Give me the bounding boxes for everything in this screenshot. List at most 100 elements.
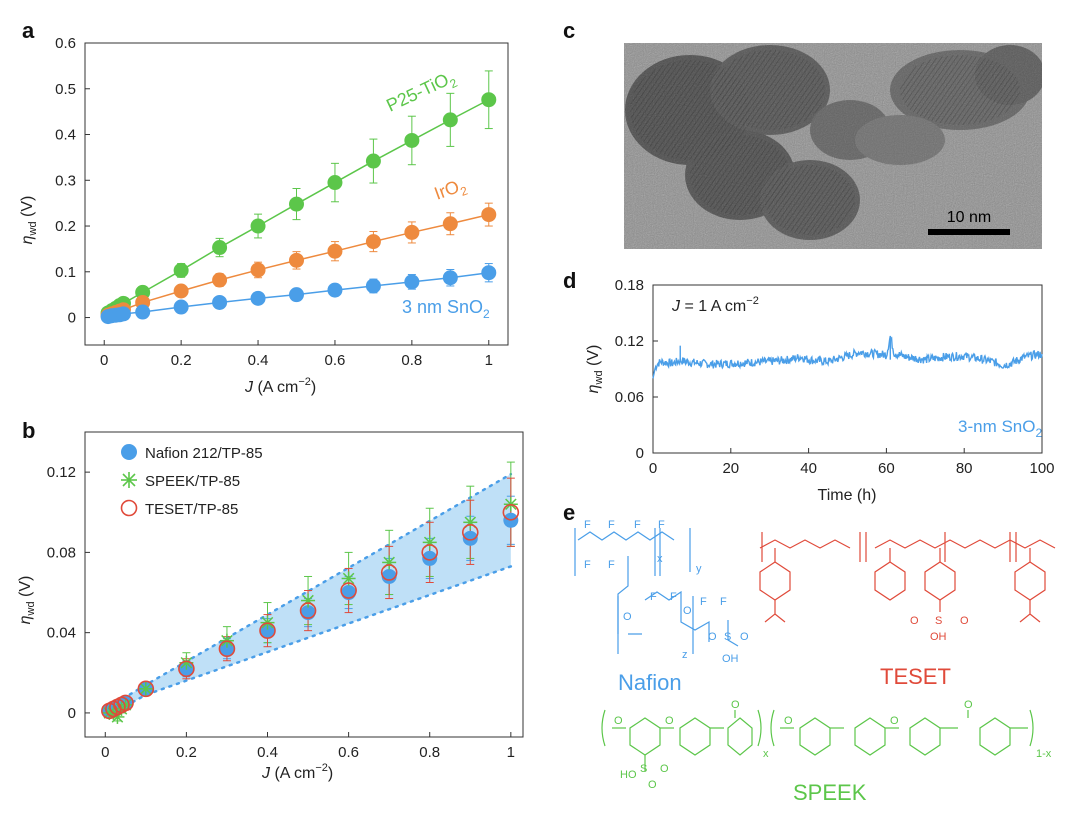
chart-d: 0 20 40 60 80 100 00.060.120.18 J = 1 A cm−2 … xyxy=(585,277,1055,504)
legend-marker-speek xyxy=(121,472,137,488)
x-tick-label: 0.4 xyxy=(257,744,278,761)
y-tick-label: 0.06 xyxy=(615,389,644,406)
y-tick-label: 0.04 xyxy=(47,625,76,642)
data-point xyxy=(365,278,381,294)
chart-d-annotation: J = 1 A cm−2 xyxy=(671,295,759,315)
panel-label-e: e xyxy=(563,500,575,525)
data-point xyxy=(299,602,317,619)
structure-nafion xyxy=(574,528,739,654)
svg-text:F: F xyxy=(608,559,615,571)
svg-text:F: F xyxy=(608,519,615,531)
data-point xyxy=(327,175,343,191)
data-point xyxy=(212,240,228,256)
data-point xyxy=(173,262,189,278)
chart-a-yticks: 0 0.1 0.2 0.3 0.4 0.5 0.6 xyxy=(55,35,90,327)
chart-d-frame xyxy=(652,284,1043,454)
svg-text:O: O xyxy=(960,615,969,627)
y-tick-label: 0.2 xyxy=(55,218,76,235)
svg-text:x: x xyxy=(657,553,663,565)
data-point xyxy=(250,262,266,278)
data-point-stroke xyxy=(180,656,193,669)
structure-speek xyxy=(601,709,1034,771)
svg-text:S: S xyxy=(640,763,647,775)
y-tick-label: 0.4 xyxy=(55,127,76,144)
y-tick-label: 0.12 xyxy=(615,333,644,350)
svg-text:O: O xyxy=(648,779,657,791)
svg-text:S: S xyxy=(724,631,731,643)
chart-a-marks xyxy=(100,70,497,325)
x-tick-label: 20 xyxy=(722,460,739,477)
data-point xyxy=(381,568,397,584)
chart-a-ylabel: ηwd (V) xyxy=(19,196,39,245)
chart-b: 0 0.2 0.4 0.6 0.8 1 0 0.04 0.08 0.12 Nafion 212/… xyxy=(17,431,524,782)
data-point xyxy=(115,306,131,322)
data-point xyxy=(178,660,195,678)
y-tick-label: 0.5 xyxy=(55,81,76,98)
svg-text:S: S xyxy=(935,615,942,627)
x-tick-label: 1 xyxy=(485,352,493,369)
svg-text:O: O xyxy=(910,615,919,627)
data-point xyxy=(137,680,155,698)
series-label-sno2: 3 nm SnO2 xyxy=(402,297,490,321)
y-tick-label: 0.18 xyxy=(615,277,644,294)
data-point xyxy=(404,224,420,240)
y-tick-label: 0.12 xyxy=(47,464,76,481)
chart-d-xticks: 0 20 40 60 80 100 xyxy=(649,448,1055,477)
svg-text:O: O xyxy=(623,611,632,623)
data-point xyxy=(404,132,420,148)
x-tick-label: 0 xyxy=(100,352,108,369)
data-point-stroke xyxy=(342,572,355,585)
data-point xyxy=(135,304,151,320)
panel-label-b: b xyxy=(22,418,35,443)
svg-text:1-x: 1-x xyxy=(1036,748,1052,760)
svg-text:HO: HO xyxy=(620,769,637,781)
x-tick-label: 80 xyxy=(956,460,973,477)
data-point xyxy=(462,530,478,546)
x-tick-label: 100 xyxy=(1029,460,1054,477)
svg-text:F: F xyxy=(584,519,591,531)
data-point xyxy=(250,218,266,234)
y-tick-label: 0 xyxy=(68,705,76,722)
x-tick-label: 0.6 xyxy=(338,744,359,761)
data-point xyxy=(173,299,189,315)
data-point xyxy=(340,582,357,599)
svg-text:O: O xyxy=(964,699,973,711)
x-tick-label: 0.8 xyxy=(401,352,422,369)
data-point xyxy=(250,290,266,306)
data-point xyxy=(218,640,236,658)
chart-d-xlabel: Time (h) xyxy=(818,487,877,504)
x-tick-label: 0.2 xyxy=(176,744,197,761)
svg-text:x: x xyxy=(763,748,769,760)
data-point xyxy=(380,564,398,581)
data-point-stroke xyxy=(140,683,152,695)
data-point xyxy=(289,287,304,303)
panel-label-a: a xyxy=(22,18,35,43)
svg-text:O: O xyxy=(683,605,692,617)
legend-item-nafion: Nafion 212/TP-85 xyxy=(145,445,263,462)
structure-label-nafion: Nafion xyxy=(618,670,682,695)
tem-image: 10 nm xyxy=(624,43,1042,249)
x-tick-label: 1 xyxy=(507,744,515,761)
svg-text:F: F xyxy=(670,591,677,603)
data-point xyxy=(212,272,228,288)
chart-d-series-label: 3-nm SnO2 xyxy=(958,417,1042,440)
panel-label-d: d xyxy=(563,268,576,293)
svg-text:O: O xyxy=(784,715,793,727)
y-tick-label: 0.1 xyxy=(55,264,76,281)
structure-label-teset: TESET xyxy=(880,664,951,689)
data-point xyxy=(289,252,304,268)
legend-marker-teset xyxy=(120,499,138,517)
x-tick-label: 40 xyxy=(800,460,817,477)
svg-text:O: O xyxy=(890,715,899,727)
svg-text:OH: OH xyxy=(930,631,947,643)
data-point xyxy=(502,503,520,521)
svg-text:O: O xyxy=(614,715,623,727)
data-point xyxy=(117,694,134,712)
data-point xyxy=(481,265,497,281)
error-bar xyxy=(506,477,515,547)
chart-b-legend: Nafion 212/TP-85 SPEEK/TP-85 TESET/TP-85 xyxy=(120,444,263,518)
svg-text:O: O xyxy=(660,763,669,775)
